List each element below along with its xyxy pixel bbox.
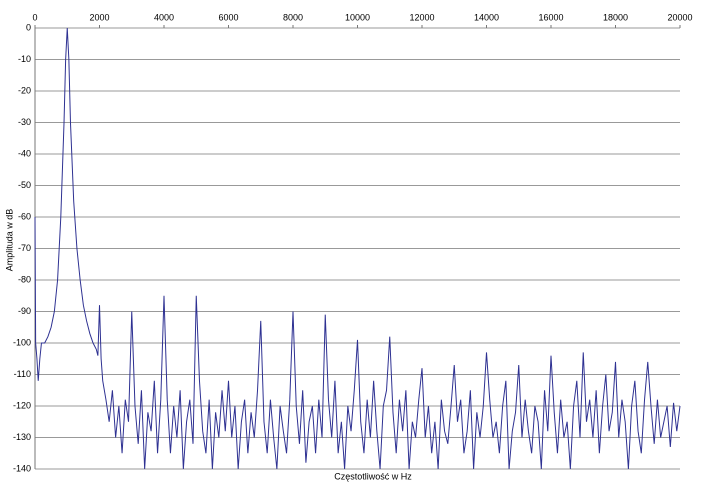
- y-tick-label: -50: [18, 180, 31, 190]
- y-tick-label: -130: [13, 432, 31, 442]
- y-tick-label: -40: [18, 148, 31, 158]
- x-tick-label: 10000: [345, 12, 370, 22]
- x-tick-label: 4000: [154, 12, 174, 22]
- spectrum-line: [34, 27, 681, 470]
- y-axis-label: Amplituda w dB: [4, 209, 14, 272]
- y-tick-label: -30: [18, 117, 31, 127]
- y-tick-label: 0: [26, 22, 31, 32]
- y-tick-label: -10: [18, 54, 31, 64]
- y-tick-label: -70: [18, 243, 31, 253]
- y-tick-label: -100: [13, 337, 31, 347]
- x-tick-label: 20000: [667, 12, 692, 22]
- y-tick-label: -60: [18, 211, 31, 221]
- x-axis-label: Częstotliwość w Hz: [334, 471, 412, 481]
- x-tick-label: 2000: [89, 12, 109, 22]
- y-tick-label: -80: [18, 274, 31, 284]
- x-tick-label: 16000: [538, 12, 563, 22]
- y-tick-label: -90: [18, 306, 31, 316]
- x-tick-label: 14000: [474, 12, 499, 22]
- y-tick-label: -120: [13, 400, 31, 410]
- x-tick-label: 6000: [218, 12, 238, 22]
- x-tick-label: 18000: [603, 12, 628, 22]
- x-tick-label: 8000: [283, 12, 303, 22]
- x-tick-label: 0: [32, 12, 37, 22]
- y-tick-label: -20: [18, 85, 31, 95]
- y-tick-label: -140: [13, 463, 31, 473]
- y-tick-label: -110: [14, 369, 31, 379]
- x-tick-label: 12000: [409, 12, 434, 22]
